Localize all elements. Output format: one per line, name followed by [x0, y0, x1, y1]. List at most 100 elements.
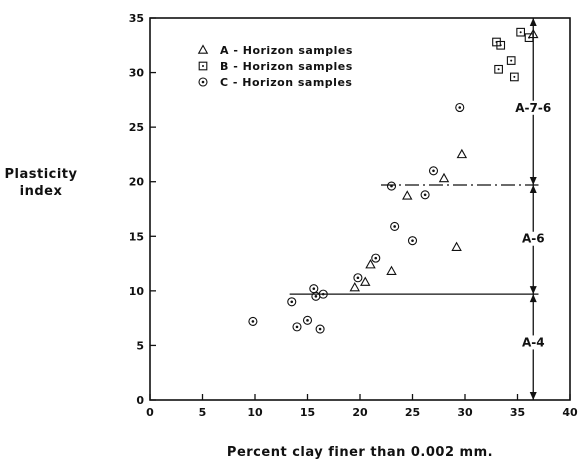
square-point-outline	[496, 40, 506, 50]
x-tick-label: 0	[146, 406, 154, 419]
zone-label-bg	[509, 231, 558, 246]
x-tick-label: 30	[457, 406, 473, 419]
circle-point-center	[390, 184, 393, 188]
square-point-dot	[499, 44, 502, 47]
y-tick-label: 10	[129, 285, 145, 298]
legend-square-marker	[198, 61, 208, 71]
legend-square-marker-dot	[202, 65, 204, 67]
circle-point	[455, 102, 465, 113]
circle-point	[407, 236, 418, 246]
square-point	[506, 56, 516, 65]
triangle-point	[365, 259, 376, 269]
square-point-dot	[519, 31, 522, 34]
circle-point-ring	[371, 253, 381, 263]
circle-point-ring	[420, 190, 430, 200]
triangle-point	[349, 281, 360, 292]
y-tick-label: 15	[129, 230, 144, 243]
triangle-point	[456, 148, 468, 159]
legend-entry-label: B - Horizon samples	[220, 60, 353, 73]
circle-point-center	[306, 319, 309, 322]
x-tick-label: 25	[405, 406, 420, 419]
circle-point-center	[318, 327, 322, 331]
circle-point	[248, 316, 258, 326]
y-tick-label: 25	[129, 121, 144, 134]
circle-point-center	[458, 106, 462, 109]
y-axis-label-line-2: index	[20, 184, 63, 199]
x-tick-label: 35	[510, 406, 525, 419]
square-point-outline	[494, 64, 503, 74]
circle-point-center	[423, 193, 427, 197]
square-point-dot	[497, 68, 500, 71]
triangle-point	[451, 241, 462, 251]
square-point-outline	[516, 27, 525, 37]
square-point-dot	[510, 59, 513, 62]
legend-square-marker-outline	[198, 61, 208, 71]
triangle-point	[386, 265, 397, 275]
circle-point-ring	[390, 221, 400, 232]
circle-point-ring	[302, 315, 313, 325]
square-point-dot	[528, 36, 531, 39]
circle-point-center	[290, 300, 294, 304]
square-point-dot	[513, 75, 516, 78]
circle-point	[390, 221, 400, 232]
circle-point-ring	[248, 316, 258, 326]
circle-point	[302, 315, 313, 325]
zone-label-bg	[509, 100, 558, 115]
square-point	[494, 64, 503, 74]
circle-point	[292, 322, 302, 332]
circle-point	[420, 190, 430, 200]
legend-circle-marker	[198, 77, 208, 87]
circle-point	[309, 284, 319, 294]
x-tick-label: 40	[562, 406, 578, 419]
zone-arrow-down	[529, 286, 537, 295]
legend: A - Horizon samples B - Horizon samples C …	[197, 44, 353, 89]
y-axis-label: Plasticity index	[4, 167, 77, 199]
legend-circle-marker-center	[201, 80, 205, 84]
circle-point	[287, 297, 297, 307]
circle-point-center	[312, 287, 316, 290]
circle-point	[428, 166, 439, 176]
square-point-outline	[509, 72, 519, 82]
circle-point-center	[411, 239, 414, 242]
zone-arrow-down	[529, 176, 537, 185]
circle-point	[386, 181, 397, 191]
circle-point-ring	[353, 273, 363, 283]
zone-label: A-6	[522, 232, 545, 246]
classification-zones: A-4 A-6 A-7-6	[509, 18, 558, 400]
zone-label: A-4	[522, 335, 545, 349]
zone-arrow-down	[529, 392, 537, 400]
data-points	[248, 27, 539, 334]
zone-label-bg	[509, 335, 558, 350]
square-point	[509, 72, 519, 82]
x-axis-ticks: 0 5 10 15 20 25 30 35 40	[146, 394, 578, 419]
circle-point	[371, 253, 381, 263]
circle-point-center	[432, 169, 435, 173]
zone-label: A-7-6	[515, 101, 551, 115]
plot-frame	[149, 17, 571, 401]
triangle-point	[438, 172, 450, 183]
circle-point-center	[393, 225, 396, 228]
circle-point-center	[356, 276, 360, 280]
y-tick-label: 5	[136, 339, 144, 352]
zone-arrow-up	[529, 18, 537, 26]
legend-triangle-marker	[197, 44, 209, 54]
square-point-outline	[524, 33, 534, 42]
circle-point	[318, 289, 328, 299]
circle-point-ring	[315, 324, 325, 334]
circle-point-ring	[287, 297, 297, 307]
zone-arrow-up	[529, 294, 537, 303]
circle-point-center	[295, 325, 299, 329]
circle-point	[315, 324, 325, 334]
x-tick-label: 20	[352, 406, 368, 419]
zone-arrow-up	[529, 184, 537, 193]
x-tick-label: 15	[300, 406, 315, 419]
square-point-outline	[506, 56, 516, 65]
y-axis-label-line-1: Plasticity	[4, 167, 77, 182]
class-boundaries	[289, 184, 539, 295]
circle-point-center	[374, 256, 378, 260]
triangle-point	[402, 190, 413, 200]
y-tick-label: 0	[136, 394, 144, 407]
y-tick-label: 30	[129, 67, 145, 80]
circle-point-center	[321, 292, 325, 296]
